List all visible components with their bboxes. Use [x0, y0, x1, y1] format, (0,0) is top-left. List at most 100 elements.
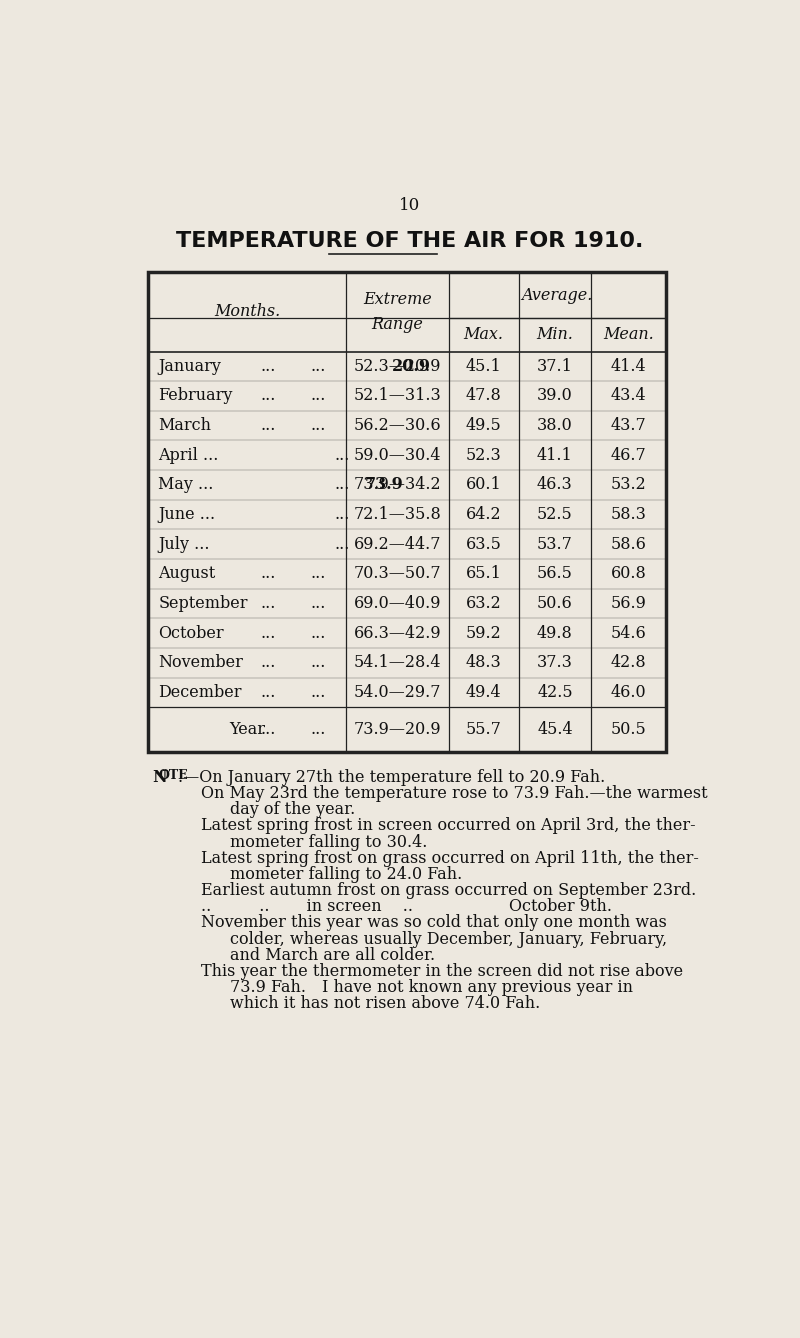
- Text: ...: ...: [261, 595, 276, 611]
- Text: 59.0—30.4: 59.0—30.4: [354, 447, 442, 464]
- Text: ...: ...: [261, 417, 276, 434]
- Text: 52.5: 52.5: [537, 506, 573, 523]
- Text: 52.3: 52.3: [466, 447, 502, 464]
- Text: ...: ...: [334, 535, 350, 553]
- Text: mometer falling to 30.4.: mometer falling to 30.4.: [230, 834, 427, 851]
- Text: ...: ...: [311, 684, 326, 701]
- Text: Months.: Months.: [214, 304, 280, 320]
- Bar: [148, 272, 666, 752]
- Text: ...: ...: [261, 721, 276, 739]
- Text: 46.7: 46.7: [610, 447, 646, 464]
- Text: colder, whereas usually December, January, February,: colder, whereas usually December, Januar…: [230, 930, 667, 947]
- Text: This year the thermometer in the screen did not rise above: This year the thermometer in the screen …: [201, 963, 683, 979]
- Text: Earliest autumn frost on grass occurred on September 23rd.: Earliest autumn frost on grass occurred …: [201, 882, 696, 899]
- Text: Max.: Max.: [464, 326, 504, 344]
- Text: Mean.: Mean.: [603, 326, 654, 344]
- Text: 48.3: 48.3: [466, 654, 502, 672]
- Text: ...: ...: [334, 447, 350, 464]
- Text: July ...: July ...: [158, 535, 210, 553]
- Bar: [148, 272, 666, 752]
- Text: 54.0—29.7: 54.0—29.7: [354, 684, 442, 701]
- Text: April ...: April ...: [158, 447, 218, 464]
- Text: Latest spring frost in screen occurred on April 3rd, the ther-: Latest spring frost in screen occurred o…: [201, 818, 695, 835]
- Text: September: September: [158, 595, 248, 611]
- Text: 38.0: 38.0: [537, 417, 573, 434]
- Text: day of the year.: day of the year.: [230, 801, 355, 819]
- Text: 49.5: 49.5: [466, 417, 502, 434]
- Text: ...: ...: [311, 654, 326, 672]
- Text: 46.3: 46.3: [537, 476, 573, 494]
- Text: January: January: [158, 357, 221, 375]
- Text: 50.6: 50.6: [537, 595, 573, 611]
- Text: 52.1—31.3: 52.1—31.3: [354, 388, 442, 404]
- Text: and March are all colder.: and March are all colder.: [230, 947, 435, 963]
- Text: Latest spring frost on grass occurred on April 11th, the ther-: Latest spring frost on grass occurred on…: [201, 850, 698, 867]
- Text: 20.9: 20.9: [392, 357, 431, 375]
- Text: 63.2: 63.2: [466, 595, 502, 611]
- Text: 73.9—20.9: 73.9—20.9: [354, 721, 442, 739]
- Text: 66.3—42.9: 66.3—42.9: [354, 625, 442, 642]
- Text: mometer falling to 24.0 Fah.: mometer falling to 24.0 Fah.: [230, 866, 462, 883]
- Text: ...: ...: [261, 566, 276, 582]
- Text: 63.5: 63.5: [466, 535, 502, 553]
- Text: 55.7: 55.7: [466, 721, 502, 739]
- Text: 49.8: 49.8: [537, 625, 573, 642]
- Text: 42.5: 42.5: [537, 684, 573, 701]
- Text: 41.1: 41.1: [537, 447, 573, 464]
- Text: 45.4: 45.4: [537, 721, 573, 739]
- Text: 58.3: 58.3: [610, 506, 646, 523]
- Text: Extreme
Range: Extreme Range: [363, 290, 432, 333]
- Text: 56.2—30.6: 56.2—30.6: [354, 417, 442, 434]
- Text: December: December: [158, 684, 242, 701]
- Text: May ...: May ...: [158, 476, 214, 494]
- Text: June ...: June ...: [158, 506, 215, 523]
- Text: 39.0: 39.0: [537, 388, 573, 404]
- Text: 53.7: 53.7: [537, 535, 573, 553]
- Text: 56.9: 56.9: [610, 595, 646, 611]
- Text: ...: ...: [311, 357, 326, 375]
- Text: ...: ...: [311, 566, 326, 582]
- Text: 50.5: 50.5: [610, 721, 646, 739]
- Text: 73.9 Fah. I have not known any previous year in: 73.9 Fah. I have not known any previous …: [230, 979, 634, 995]
- Text: ...: ...: [261, 388, 276, 404]
- Text: ..   ..   in screen  ..      October 9th.: .. .. in screen .. October 9th.: [201, 898, 612, 915]
- Text: 54.6: 54.6: [610, 625, 646, 642]
- Text: 53.2: 53.2: [610, 476, 646, 494]
- Text: 58.6: 58.6: [610, 535, 646, 553]
- Text: ...: ...: [311, 417, 326, 434]
- Text: ...: ...: [261, 684, 276, 701]
- Text: 43.7: 43.7: [610, 417, 646, 434]
- Text: On May 23rd the temperature rose to 73.9 Fah.—the warmest: On May 23rd the temperature rose to 73.9…: [201, 785, 707, 801]
- Text: ...: ...: [311, 721, 326, 739]
- Text: ...: ...: [334, 476, 350, 494]
- Text: 59.2: 59.2: [466, 625, 502, 642]
- Text: ...: ...: [311, 388, 326, 404]
- Text: N: N: [152, 769, 166, 785]
- Text: Year: Year: [230, 721, 266, 739]
- Text: 65.1: 65.1: [466, 566, 502, 582]
- Text: 43.4: 43.4: [610, 388, 646, 404]
- Text: November this year was so cold that only one month was: November this year was so cold that only…: [201, 914, 666, 931]
- Text: 52.3—20.9: 52.3—20.9: [354, 357, 442, 375]
- Text: Min.: Min.: [537, 326, 574, 344]
- Text: 60.8: 60.8: [610, 566, 646, 582]
- Text: ...: ...: [261, 357, 276, 375]
- Text: .—On January 27th the temperature fell to 20.9 Fah.: .—On January 27th the temperature fell t…: [178, 769, 606, 785]
- Text: 60.1: 60.1: [466, 476, 502, 494]
- Text: February: February: [158, 388, 233, 404]
- Text: 69.0—40.9: 69.0—40.9: [354, 595, 442, 611]
- Text: 42.8: 42.8: [610, 654, 646, 672]
- Text: 64.2: 64.2: [466, 506, 502, 523]
- Text: 69.2—44.7: 69.2—44.7: [354, 535, 442, 553]
- Text: 72.1—35.8: 72.1—35.8: [354, 506, 442, 523]
- Text: August: August: [158, 566, 215, 582]
- Text: 47.8: 47.8: [466, 388, 502, 404]
- Text: 46.0: 46.0: [610, 684, 646, 701]
- Text: Average.: Average.: [522, 286, 593, 304]
- Text: 54.1—28.4: 54.1—28.4: [354, 654, 442, 672]
- Text: ...: ...: [311, 625, 326, 642]
- Text: 45.1: 45.1: [466, 357, 502, 375]
- Text: ...: ...: [311, 595, 326, 611]
- Text: which it has not risen above 74.0 Fah.: which it has not risen above 74.0 Fah.: [230, 995, 541, 1013]
- Text: ...: ...: [261, 654, 276, 672]
